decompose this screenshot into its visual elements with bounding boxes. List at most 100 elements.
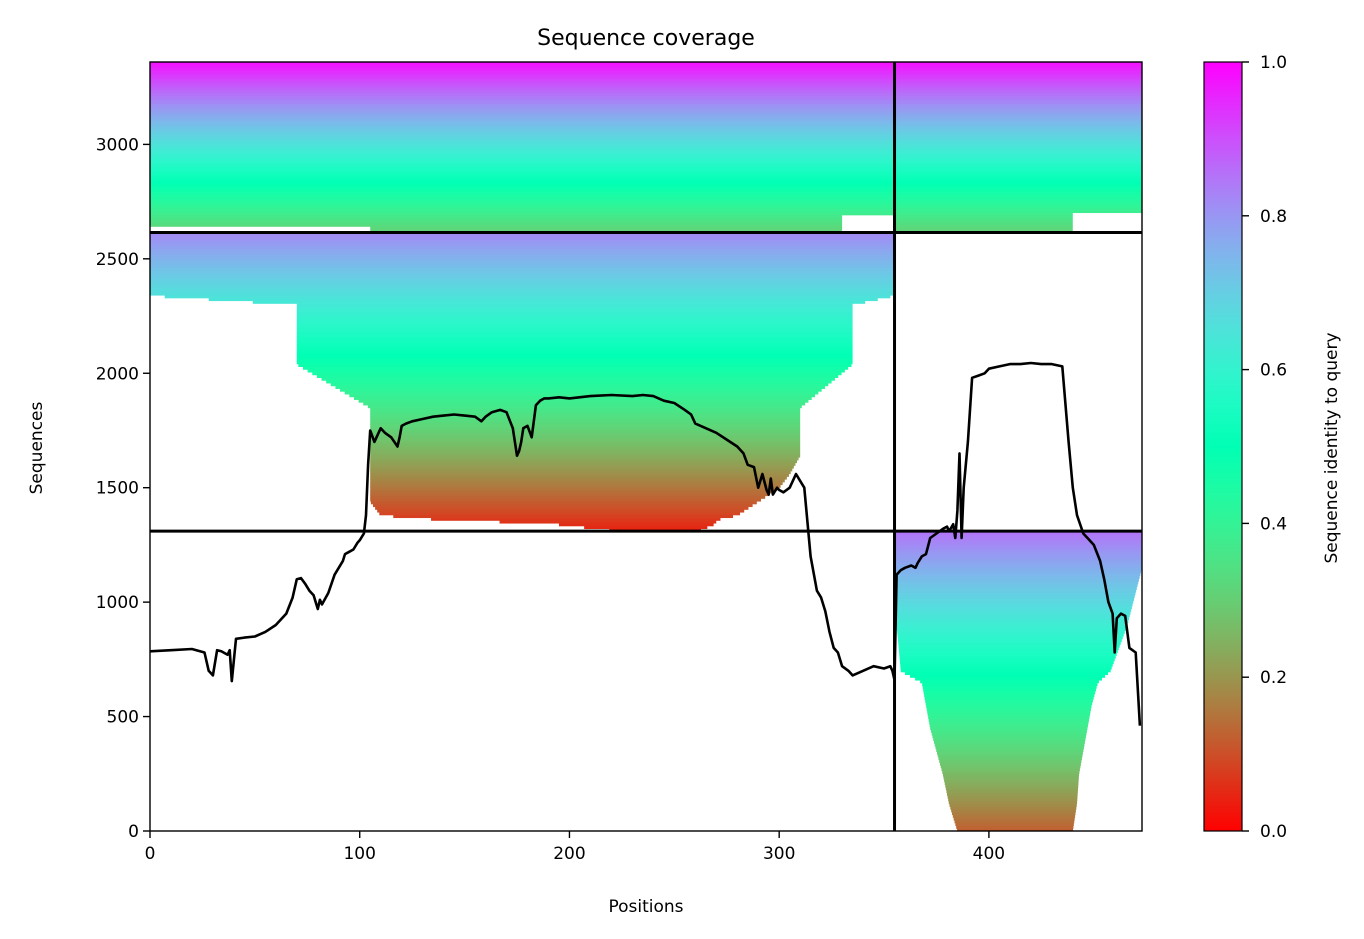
coverage-band: [340, 388, 822, 392]
coverage-band: [926, 707, 1091, 711]
colorbar-ticks: 0.0 0.2 0.4 0.6 0.8 1.0: [1242, 53, 1287, 842]
coverage-band: [150, 183, 895, 187]
coverage-band: [894, 111, 1142, 116]
coverage-band: [150, 264, 895, 269]
coverage-band: [370, 481, 783, 486]
coverage-band: [150, 70, 895, 74]
coverage-band: [936, 748, 1084, 752]
coverage-band: [150, 64, 895, 69]
coverage-band: [558, 522, 714, 527]
coverage-band: [941, 767, 1080, 772]
coverage-band: [150, 227, 895, 231]
coverage-band: [150, 213, 895, 217]
coverage-band: [933, 737, 1086, 741]
coverage-band: [894, 199, 1142, 203]
coverage-band: [896, 611, 1131, 615]
block-dividers: [150, 62, 1142, 831]
coverage-band: [370, 451, 801, 455]
coverage-band: [370, 446, 801, 450]
coverage-band: [150, 130, 895, 135]
coverage-band: [935, 745, 1084, 750]
coverage-band: [370, 429, 801, 433]
coverage-band: [894, 575, 1140, 579]
coverage-band: [950, 806, 1077, 810]
coverage-band: [951, 809, 1076, 813]
coverage-band: [894, 147, 1142, 151]
coverage-band: [370, 413, 801, 417]
coverage-band: [948, 798, 1078, 802]
coverage-band: [898, 644, 1120, 648]
coverage-band: [370, 448, 801, 453]
coverage-band: [150, 289, 895, 293]
coverage-band: [946, 789, 1078, 794]
coverage-band: [894, 70, 1142, 74]
coverage-band: [894, 564, 1142, 568]
coverage-band: [296, 344, 853, 348]
coverage-band: [150, 292, 895, 296]
coverage-band: [947, 792, 1078, 796]
colorbar-tick-label: 0.4: [1260, 514, 1287, 534]
coverage-band: [894, 548, 1142, 552]
coverage-band: [150, 81, 895, 85]
coverage-band: [150, 267, 895, 271]
coverage-band: [894, 534, 1142, 538]
coverage-band: [894, 78, 1142, 83]
y-tick-label: 0: [128, 822, 139, 842]
coverage-band: [894, 188, 1142, 192]
coverage-band: [922, 682, 1098, 687]
coverage-band: [370, 424, 801, 428]
coverage-band: [150, 169, 895, 173]
coverage-band: [894, 180, 1142, 184]
coverage-band: [208, 297, 878, 302]
y-tick-label: 1500: [96, 479, 139, 499]
coverage-band: [894, 205, 1142, 209]
coverage-band: [584, 525, 708, 530]
coverage-band: [252, 300, 866, 304]
coverage-band: [894, 216, 1142, 220]
colorbar: [1203, 61, 1243, 832]
coverage-band: [150, 114, 895, 118]
coverage-band: [150, 158, 895, 162]
coverage-band: [895, 583, 1138, 588]
coverage-band: [150, 177, 895, 181]
coverage-band: [896, 608, 1132, 612]
coverage-band: [370, 484, 781, 488]
coverage-band: [150, 253, 895, 258]
coverage-band: [296, 314, 853, 318]
coverage-band: [925, 701, 1093, 706]
coverage-band: [955, 822, 1074, 827]
coverage-band: [150, 106, 895, 110]
gap-region: [842, 215, 895, 233]
coverage-band: [929, 721, 1089, 725]
coverage-line: [150, 361, 1142, 726]
coverage-band: [896, 622, 1128, 626]
coverage-band: [296, 303, 853, 307]
coverage-band: [920, 679, 1099, 684]
coverage-band: [150, 202, 895, 206]
coverage-band: [915, 677, 1102, 681]
coverage-band: [910, 674, 1106, 678]
coverage-band: [957, 828, 1074, 831]
coverage-band: [940, 765, 1081, 769]
alignment-block-3: [150, 232, 895, 532]
coverage-band: [370, 415, 801, 420]
coverage-band: [923, 688, 1096, 692]
coverage-band: [370, 421, 801, 425]
coverage-band: [150, 205, 895, 209]
coverage-band: [150, 216, 895, 220]
coverage-band: [894, 553, 1142, 557]
coverage-band: [894, 174, 1142, 179]
coverage-band: [894, 97, 1142, 102]
colorbar-tick-label: 0.2: [1260, 668, 1287, 688]
coverage-band: [150, 89, 895, 94]
coverage-band: [905, 671, 1109, 676]
coverage-band: [894, 185, 1142, 190]
coverage-band: [370, 457, 799, 461]
coverage-band: [370, 443, 801, 447]
coverage-band: [928, 718, 1089, 722]
coverage-band: [894, 561, 1142, 566]
coverage-band: [899, 657, 1115, 662]
coverage-band: [379, 511, 741, 516]
coverage-band: [944, 781, 1079, 785]
coverage-band: [894, 196, 1142, 201]
